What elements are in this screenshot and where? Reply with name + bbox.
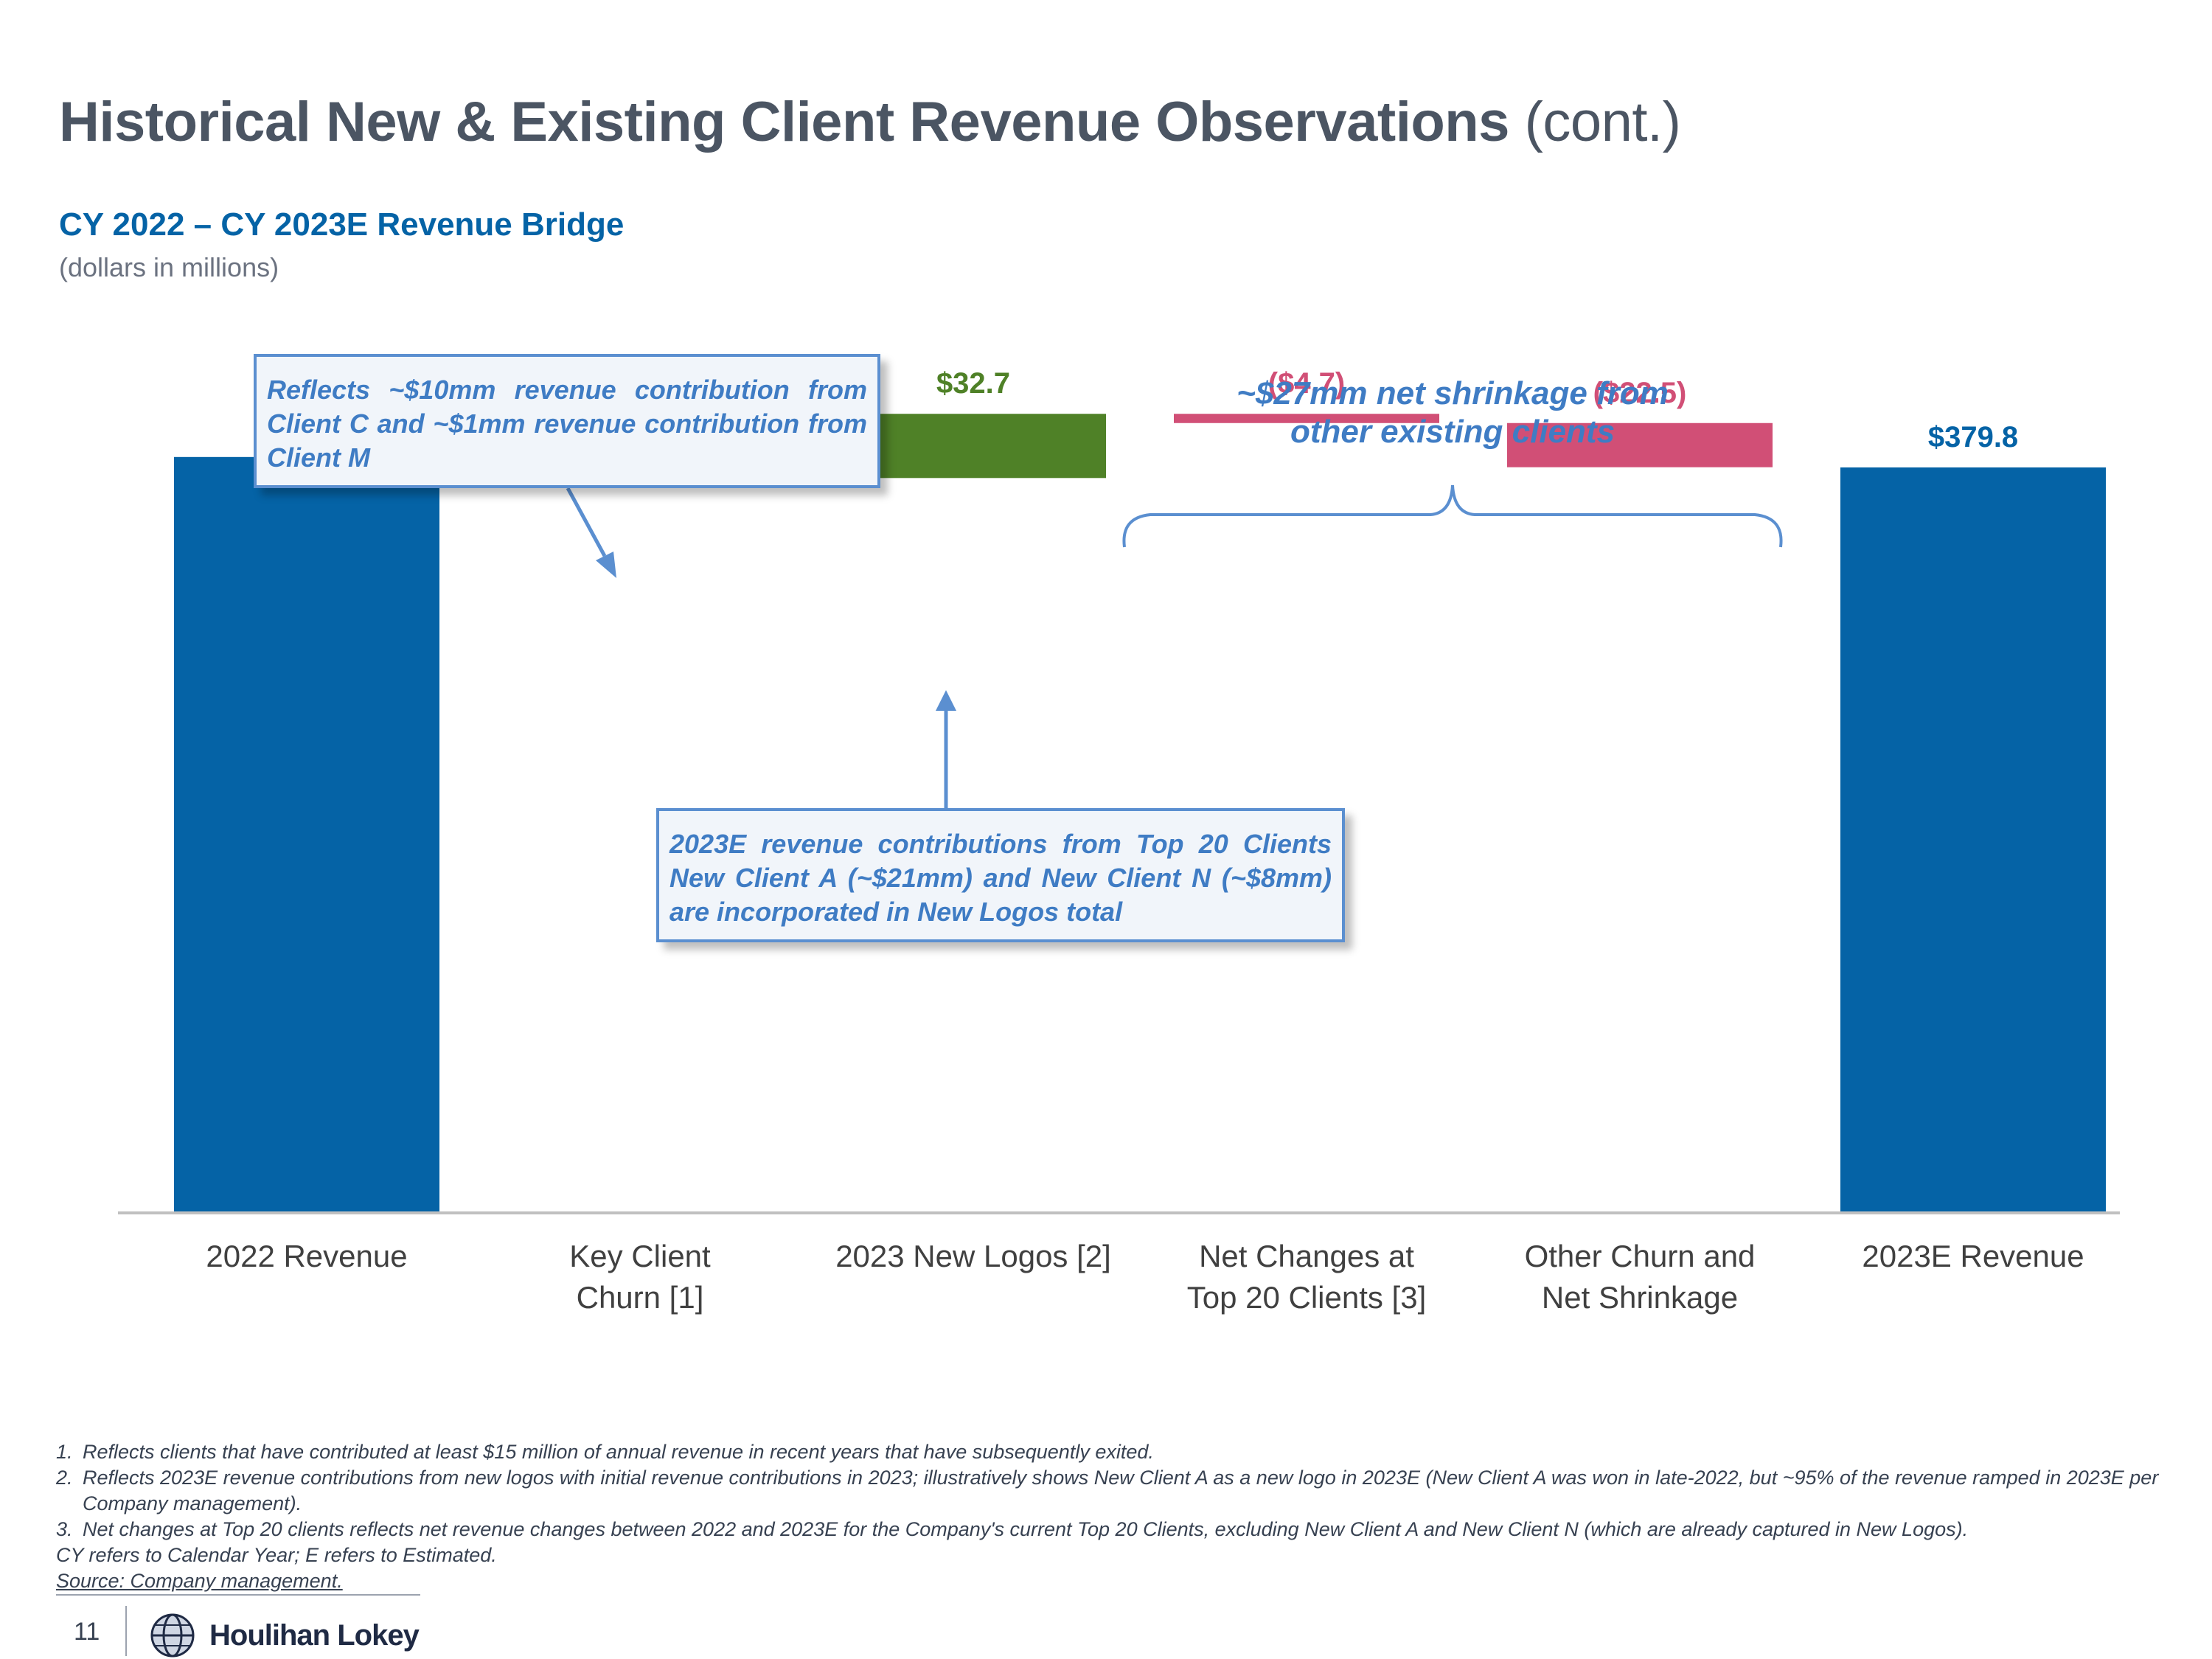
category-label-2-0: 2023 New Logos [2] xyxy=(835,1239,1111,1273)
bar-2 xyxy=(841,414,1106,479)
category-label-4-1: Net Shrinkage xyxy=(1542,1280,1738,1315)
page-title: Historical New & Existing Client Revenue… xyxy=(59,90,1681,154)
new-logos-callout: 2023E revenue contributions from Top 20 … xyxy=(656,808,1345,942)
bar-3 xyxy=(1174,414,1439,423)
value-label-5: $379.8 xyxy=(1928,421,2018,453)
shrinkage-label: ~$27mm net shrinkage from other existing… xyxy=(1237,375,1669,450)
footer-rule xyxy=(56,1594,420,1596)
category-label-0-0: 2022 Revenue xyxy=(206,1239,407,1273)
page-number: 11 xyxy=(74,1618,100,1646)
key-client-arrow xyxy=(566,487,616,578)
footnote-3: 3. Net changes at Top 20 clients reflect… xyxy=(56,1518,1969,1540)
category-label-5-0: 2023E Revenue xyxy=(1862,1239,2084,1273)
footer-divider xyxy=(125,1606,127,1656)
globe-icon xyxy=(150,1613,195,1658)
value-label-3: ($4.7) xyxy=(1268,367,1346,400)
new-logos-callout-text: 2023E revenue contributions from Top 20 … xyxy=(669,829,1332,927)
brand-name: Houlihan Lokey xyxy=(209,1618,420,1652)
category-label-1-0: Key Client xyxy=(569,1239,711,1273)
source-note: Source: Company management. xyxy=(56,1570,343,1592)
bars-group xyxy=(174,414,2106,1213)
key-client-callout: Reflects ~$10mm revenue contribution fro… xyxy=(254,354,880,488)
new-logos-arrow xyxy=(936,690,956,808)
cy-note: CY refers to Calendar Year; E refers to … xyxy=(56,1544,497,1566)
company-logo: Houlihan Lokey xyxy=(149,1612,420,1659)
bar-4 xyxy=(1507,422,1773,467)
category-label-1-1: Churn [1] xyxy=(577,1280,704,1315)
footnote-1: 1. Reflects clients that have contribute… xyxy=(56,1441,1154,1463)
footnote-2: 2. Reflects 2023E revenue contributions … xyxy=(56,1467,2159,1514)
value-label-2: $32.7 xyxy=(936,367,1010,400)
bar-0 xyxy=(174,456,439,1213)
chart-title: CY 2022 – CY 2023E Revenue Bridge xyxy=(59,206,625,243)
footnotes: 1. Reflects clients that have contribute… xyxy=(56,1439,2180,1594)
category-label-3-0: Net Changes at xyxy=(1199,1239,1414,1273)
key-client-callout-text: Reflects ~$10mm revenue contribution fro… xyxy=(267,375,867,473)
title-main: Historical New & Existing Client Revenue… xyxy=(59,91,1509,153)
units-note: (dollars in millions) xyxy=(59,252,279,282)
category-label-3-1: Top 20 Clients [3] xyxy=(1187,1280,1427,1315)
value-label-4: ($22.5) xyxy=(1593,377,1687,409)
title-suffix: (cont.) xyxy=(1524,91,1681,153)
category-labels-group: 2022 Revenue Key Client Churn [1] 2023 New … xyxy=(206,1239,2084,1315)
bar-5 xyxy=(1840,467,2106,1213)
category-label-4-0: Other Churn and xyxy=(1525,1239,1756,1273)
shrinkage-brace xyxy=(1122,484,1783,548)
